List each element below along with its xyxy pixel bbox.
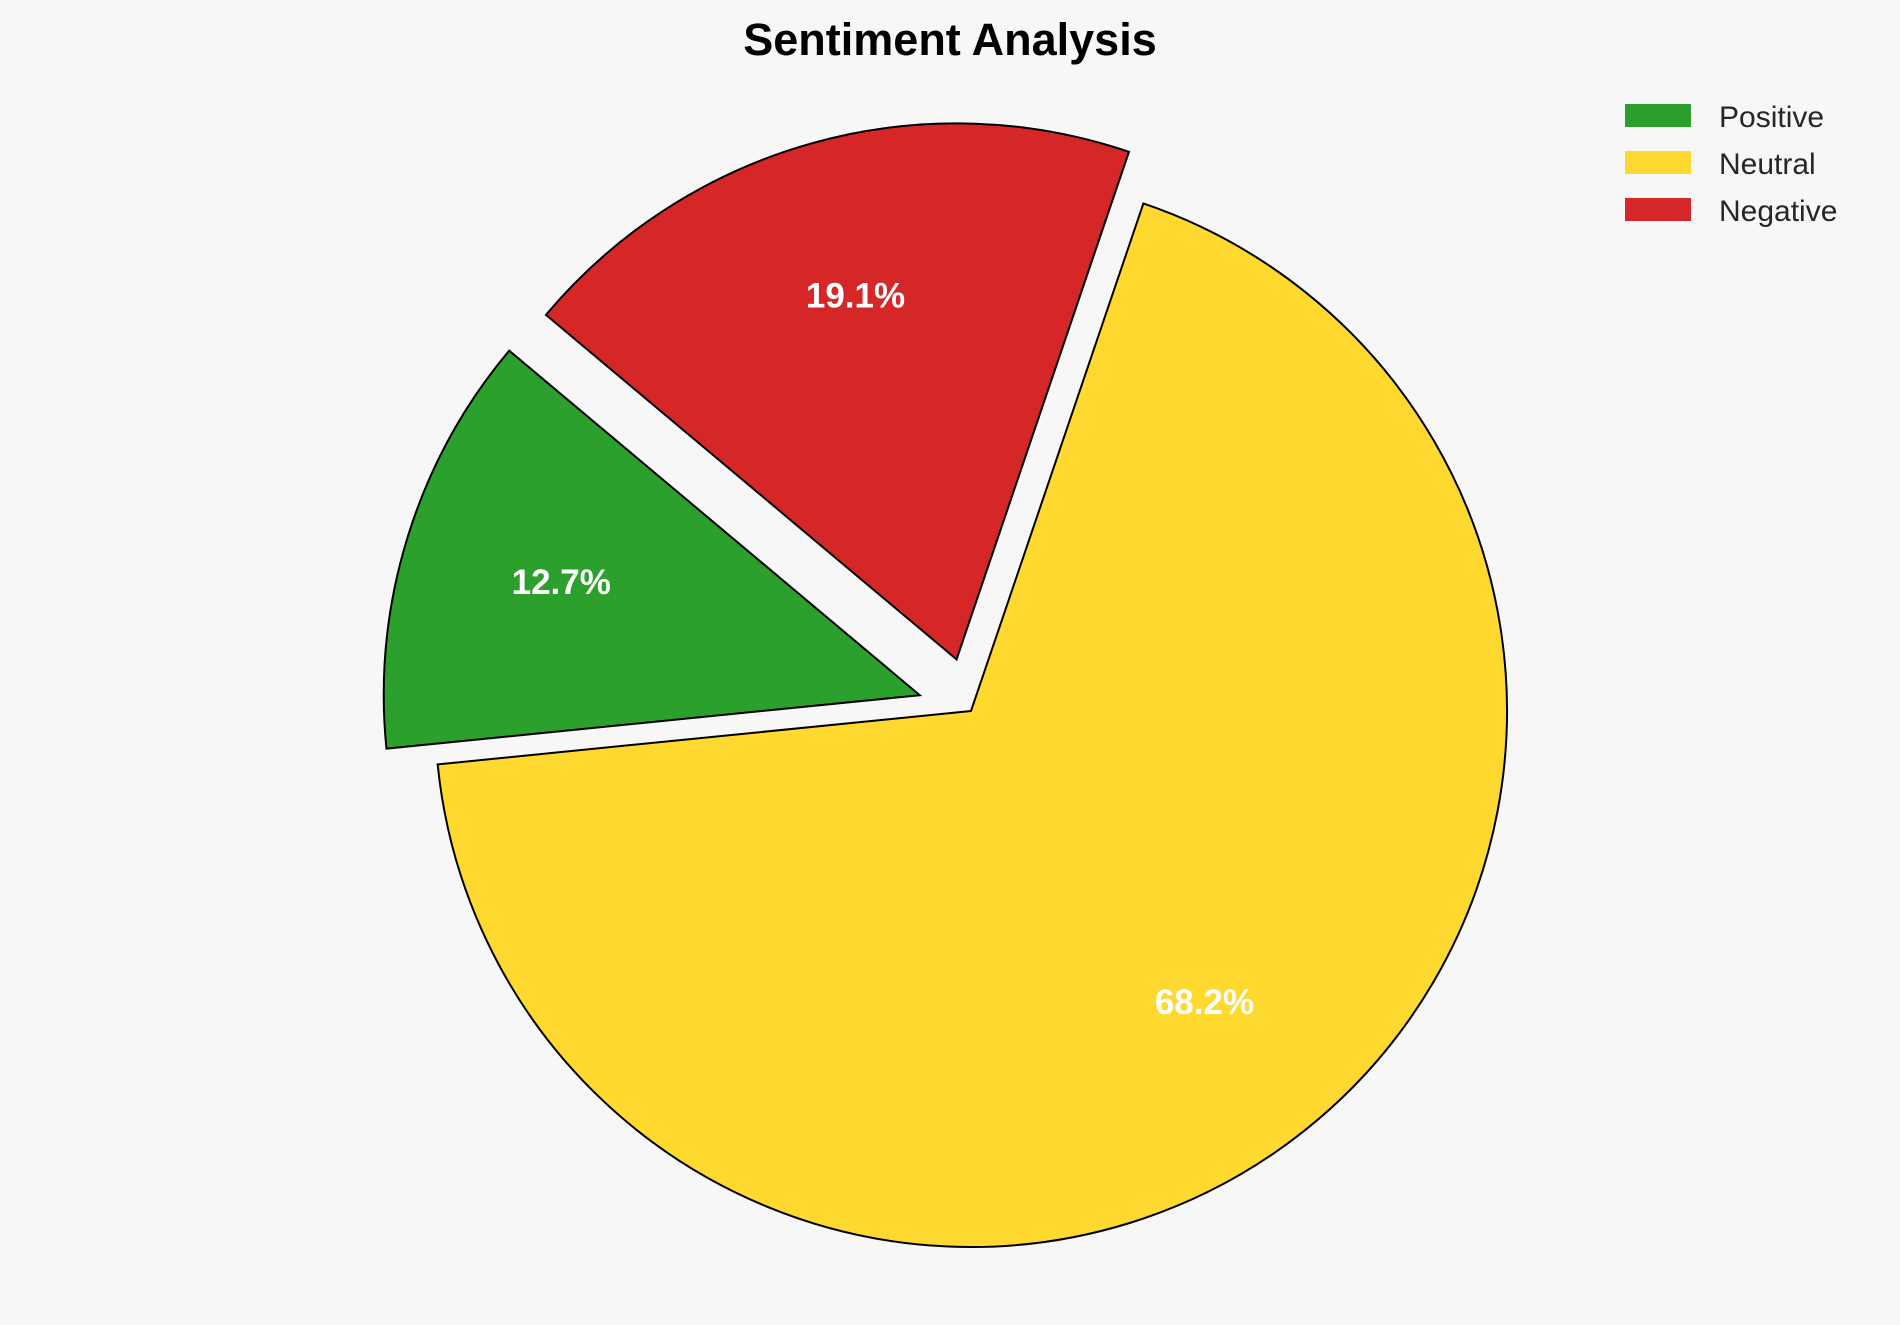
wedge-positive: [382, 349, 923, 750]
legend-swatch-neutral: [1625, 151, 1691, 174]
wedge-neutral: [436, 202, 1508, 1248]
pie-wedges: [382, 122, 1508, 1248]
pct-label-positive: 12.7%: [512, 563, 611, 602]
chart-title: Sentiment Analysis: [743, 14, 1156, 65]
legend: Positive Neutral Negative: [1625, 101, 1837, 228]
legend-label-negative: Negative: [1719, 195, 1837, 228]
legend-swatch-negative: [1625, 198, 1691, 221]
pie-labels: 12.7% 68.2% 19.1%: [512, 276, 1254, 1022]
pct-label-negative: 19.1%: [806, 276, 905, 315]
wedge-negative: [544, 122, 1131, 662]
legend-swatch-positive: [1625, 104, 1691, 127]
pct-label-neutral: 68.2%: [1155, 983, 1254, 1022]
legend-label-positive: Positive: [1719, 101, 1824, 134]
legend-label-neutral: Neutral: [1719, 148, 1816, 181]
